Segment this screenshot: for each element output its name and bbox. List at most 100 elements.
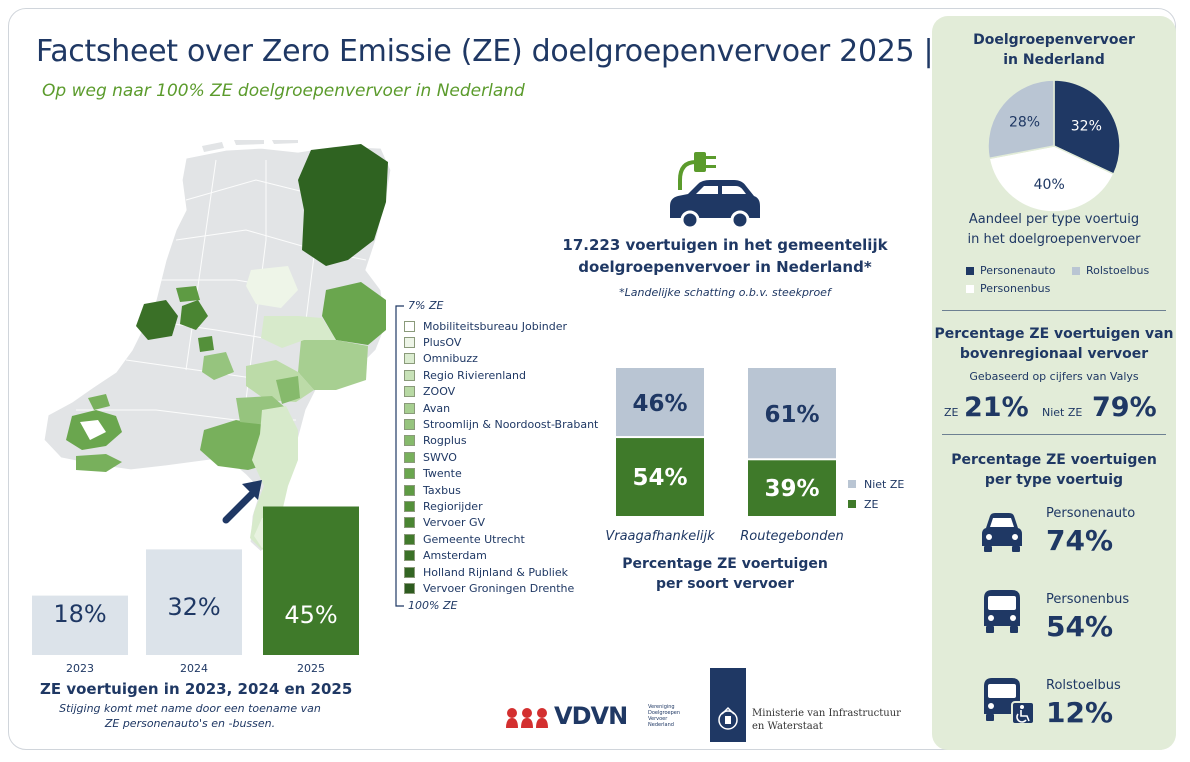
sidebar-panel: Doelgroepenvervoer in Nederland 32% 40% 28… bbox=[932, 16, 1176, 750]
map-legend-scale bbox=[395, 305, 404, 607]
stack-label-ze: 54% bbox=[632, 465, 687, 491]
per-type-value-2: 12% bbox=[1046, 696, 1114, 729]
stack-bar-notze bbox=[616, 368, 704, 437]
per-type-title-2: per type voertuig bbox=[984, 472, 1124, 488]
region-twente bbox=[322, 282, 386, 345]
map-legend-top-label: 7% ZE bbox=[408, 299, 444, 312]
pie-title-2: in Nederland bbox=[1003, 52, 1105, 68]
year-category-label: 2024 bbox=[180, 662, 208, 675]
stack-legend-notze: Niet ZE bbox=[864, 478, 904, 491]
map-legend-item: Vervoer GV bbox=[404, 515, 598, 531]
year-bar-2025 bbox=[263, 506, 359, 655]
legend-swatch bbox=[404, 386, 415, 398]
year-bar-label: 32% bbox=[167, 593, 220, 621]
vdvn-sub-0: Vereniging bbox=[648, 704, 675, 710]
legend-swatch bbox=[404, 517, 415, 529]
wheelchair-bus-icon bbox=[984, 678, 1035, 725]
vdvn-logo bbox=[506, 708, 548, 728]
stack-legend-ze: ZE bbox=[864, 498, 879, 511]
map-legend-item: Taxbus bbox=[404, 482, 598, 498]
legend-swatch bbox=[404, 337, 415, 349]
stack-label-notze: 46% bbox=[632, 391, 687, 417]
per-type-label-0: Personenauto bbox=[1046, 506, 1136, 521]
map-legend-item: Twente bbox=[404, 466, 598, 482]
map-legend-item: ZOOV bbox=[404, 384, 598, 400]
pie-caption-2: in het doelgroepenvervoer bbox=[967, 232, 1141, 247]
legend-swatch bbox=[404, 369, 415, 381]
stack-legend-swatch-ze bbox=[848, 500, 856, 508]
vehicle-type-pie-chart: 32% 40% 28% bbox=[987, 79, 1121, 213]
legend-label: Amsterdam bbox=[423, 549, 487, 563]
map-legend-item: Stroomlijn & Noordoost-Brabant bbox=[404, 416, 598, 432]
map-legend-item: Amsterdam bbox=[404, 547, 598, 563]
netherlands-map bbox=[43, 140, 392, 553]
region-limburg bbox=[250, 406, 298, 550]
year-bar-label: 45% bbox=[284, 601, 337, 629]
legend-label: Vervoer GV bbox=[423, 516, 486, 530]
legend-label: Regio Rivierenland bbox=[423, 368, 526, 382]
map-legend-item: Omnibuzz bbox=[404, 351, 598, 367]
page-title: Factsheet over Zero Emissie (ZE) doelgro… bbox=[36, 34, 985, 69]
legend-swatch bbox=[404, 566, 415, 578]
per-type-label-1: Personenbus bbox=[1046, 592, 1130, 607]
stack-label-ze: 39% bbox=[764, 476, 819, 502]
vehicles-headline-2: doelgroepenvervoer in Nederland* bbox=[578, 258, 872, 276]
stack-legend-swatch-notze bbox=[848, 480, 856, 488]
map-legend-item: Avan bbox=[404, 400, 598, 416]
legend-swatch bbox=[404, 451, 415, 463]
page-subtitle: Op weg naar 100% ZE doelgroepenvervoer i… bbox=[42, 81, 525, 101]
pie-legend-label: Personenbus bbox=[980, 282, 1051, 295]
legend-swatch bbox=[404, 533, 415, 545]
legend-label: SWVO bbox=[423, 450, 457, 464]
map-legend-item: Vervoer Groningen Drenthe bbox=[404, 580, 598, 596]
year-bar-label: 18% bbox=[53, 600, 106, 628]
legend-label: Mobiliteitsbureau Jobinder bbox=[423, 319, 568, 333]
map-legend-item: Gemeente Utrecht bbox=[404, 531, 598, 547]
region-amsterdam bbox=[136, 300, 178, 340]
divider-1 bbox=[942, 310, 1166, 311]
map-legend-item: Rogplus bbox=[404, 433, 598, 449]
legend-label: Avan bbox=[423, 401, 451, 415]
map-legend-item: Regiorijder bbox=[404, 498, 598, 514]
supra-title-2: bovenregionaal vervoer bbox=[959, 346, 1149, 362]
legend-label: Omnibuzz bbox=[423, 352, 478, 366]
stack-bar-ze bbox=[616, 438, 704, 516]
year-category-label: 2025 bbox=[297, 662, 325, 675]
pie-slice-personenbus bbox=[988, 145, 1115, 213]
legend-label: Twente bbox=[423, 467, 462, 481]
stack-label-notze: 61% bbox=[764, 402, 819, 428]
bus-front-icon bbox=[984, 590, 1020, 633]
supra-source: Gebaseerd op cijfers van Valys bbox=[969, 370, 1139, 383]
pie-slice-label: 28% bbox=[1009, 115, 1040, 131]
legend-swatch bbox=[404, 484, 415, 496]
ministry-text-1: Ministerie van Infrastructuur bbox=[752, 708, 901, 719]
year-chart-caption-2: ZE personenauto's en -bussen. bbox=[104, 717, 276, 730]
vehicles-note: *Landelijke schatting o.b.v. steekproef bbox=[619, 286, 831, 299]
divider-2 bbox=[942, 434, 1166, 435]
supra-notze-label: Niet ZE bbox=[1042, 406, 1083, 419]
stack-bar-notze bbox=[748, 368, 836, 459]
vdvn-sub-3: Nederland bbox=[648, 722, 674, 728]
pie-legend-swatch bbox=[1072, 267, 1080, 275]
legend-swatch bbox=[404, 402, 415, 414]
stack-category-label: Routegebonden bbox=[740, 529, 844, 544]
legend-swatch bbox=[404, 353, 415, 365]
pie-legend-swatch bbox=[966, 267, 974, 275]
per-type-value-0: 74% bbox=[1046, 524, 1114, 557]
pie-title-1: Doelgroepenvervoer bbox=[973, 32, 1135, 48]
supra-ze-value: 21% bbox=[964, 392, 1029, 423]
vehicles-headline-1: 17.223 voertuigen in het gemeentelijk bbox=[562, 236, 888, 254]
year-category-label: 2023 bbox=[66, 662, 94, 675]
vdvn-sub-1: Doelgroepen bbox=[648, 710, 681, 716]
year-chart-title: ZE voertuigen in 2023, 2024 en 2025 bbox=[40, 680, 353, 698]
per-type-value-1: 54% bbox=[1046, 610, 1114, 643]
legend-swatch bbox=[404, 320, 415, 332]
map-legend-item: Mobiliteitsbureau Jobinder bbox=[404, 318, 598, 334]
legend-label: Stroomlijn & Noordoost-Brabant bbox=[423, 418, 599, 432]
pie-slice-label: 32% bbox=[1071, 118, 1102, 134]
stack-category-label: Vraagafhankelijk bbox=[605, 529, 715, 544]
map-legend-item: PlusOV bbox=[404, 334, 598, 350]
pie-slice-label: 40% bbox=[1034, 177, 1065, 193]
year-chart-caption-1: Stijging komt met name door een toename … bbox=[59, 702, 321, 715]
vdvn-logo-text: VDVN bbox=[554, 702, 628, 730]
